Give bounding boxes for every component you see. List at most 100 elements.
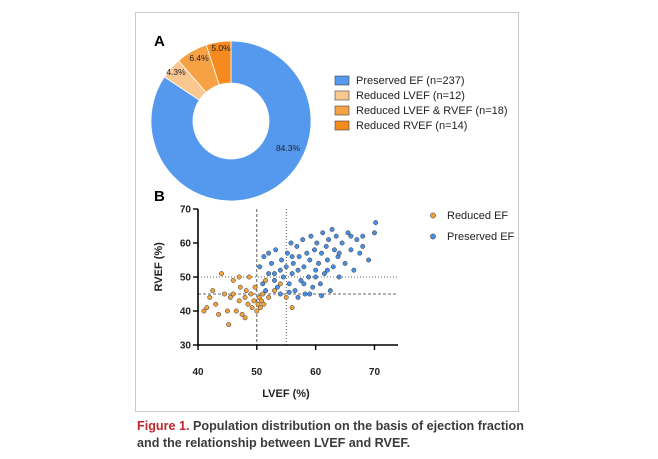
point-preserved-ef xyxy=(286,281,292,287)
point-reduced-ef xyxy=(263,277,269,283)
point-preserved-ef xyxy=(302,291,308,297)
point-reduced-ef xyxy=(207,294,213,300)
point-preserved-ef xyxy=(348,233,354,239)
point-preserved-ef xyxy=(354,237,360,243)
x-tick-label: 70 xyxy=(369,367,381,378)
point-preserved-ef xyxy=(373,220,379,226)
point-preserved-ef xyxy=(306,274,312,280)
point-preserved-ef xyxy=(257,264,263,270)
point-preserved-ef xyxy=(316,260,322,266)
point-preserved-ef xyxy=(301,281,307,287)
point-preserved-ef xyxy=(307,291,313,297)
point-preserved-ef xyxy=(360,243,366,249)
point-preserved-ef xyxy=(286,289,292,295)
y-tick-label: 30 xyxy=(180,341,192,352)
x-tick-label: 40 xyxy=(192,367,204,378)
point-reduced-ef xyxy=(219,271,224,277)
figure-panel: A 84.3% 4.3% 6.4% 5.0% Preserved EF (n=237)… xyxy=(135,12,519,412)
point-preserved-ef xyxy=(266,271,272,277)
point-reduced-ef xyxy=(230,277,236,283)
donut-slice-label: 4.3% xyxy=(166,67,186,77)
point-preserved-ef xyxy=(319,293,324,299)
point-preserved-ef xyxy=(345,230,351,236)
y-tick-label: 40 xyxy=(180,307,192,318)
point-preserved-ef xyxy=(292,288,298,294)
point-reduced-ef xyxy=(242,315,248,321)
point-reduced-ef xyxy=(289,305,295,311)
point-reduced-ef xyxy=(230,291,236,297)
point-preserved-ef xyxy=(261,254,267,260)
point-preserved-ef xyxy=(342,260,348,266)
legend-swatch xyxy=(334,120,350,131)
point-reduced-ef xyxy=(257,305,263,311)
point-preserved-ef xyxy=(332,247,337,253)
point-preserved-ef xyxy=(273,247,279,253)
point-reduced-ef xyxy=(233,308,239,314)
donut-slice xyxy=(205,40,232,86)
point-preserved-ef xyxy=(324,267,330,273)
caption-lead: Figure 1. xyxy=(137,419,190,433)
point-reduced-ef xyxy=(251,298,257,304)
point-preserved-ef xyxy=(326,237,332,243)
point-preserved-ef xyxy=(295,267,301,273)
y-tick-label: 70 xyxy=(180,205,192,216)
point-reduced-ef xyxy=(259,298,264,304)
point-preserved-ef xyxy=(290,260,296,266)
scatter-legend-marker xyxy=(430,212,436,219)
point-reduced-ef xyxy=(246,274,252,280)
point-preserved-ef xyxy=(263,288,269,294)
donut-slice xyxy=(150,40,312,202)
point-preserved-ef xyxy=(274,284,280,290)
point-preserved-ef xyxy=(313,274,319,280)
point-reduced-ef xyxy=(222,291,227,297)
point-preserved-ef xyxy=(307,257,313,263)
caption-text: Population distribution on the basis of … xyxy=(137,419,524,450)
legend-swatch xyxy=(334,90,350,101)
point-preserved-ef xyxy=(269,260,274,266)
point-preserved-ef xyxy=(329,226,335,232)
donut-chart: 84.3% 4.3%6.4%5.0% xyxy=(150,40,312,202)
point-preserved-ef xyxy=(324,257,330,263)
donut-slice-label: 6.4% xyxy=(189,53,209,63)
x-axis-title: LVEF (%) xyxy=(262,388,310,400)
point-reduced-ef xyxy=(204,305,210,311)
point-preserved-ef xyxy=(313,267,319,273)
scatter-legend-label: Reduced EF xyxy=(447,210,508,222)
donut-legend: Preserved EF (n=237) Reduced LVEF (n=12) R… xyxy=(334,75,508,132)
donut-slice-label: 84.3% xyxy=(276,143,301,153)
legend-swatch xyxy=(334,75,350,86)
point-preserved-ef xyxy=(319,250,324,256)
point-reduced-ef xyxy=(213,301,219,307)
point-reduced-ef xyxy=(248,291,254,297)
point-preserved-ef xyxy=(308,233,314,239)
point-preserved-ef xyxy=(298,277,304,283)
point-preserved-ef xyxy=(327,288,333,294)
y-tick-label: 50 xyxy=(180,273,192,284)
point-reduced-ef xyxy=(239,311,245,317)
point-preserved-ef xyxy=(333,233,339,239)
point-preserved-ef xyxy=(320,230,326,236)
point-preserved-ef xyxy=(317,281,323,287)
point-preserved-ef xyxy=(304,250,310,256)
point-reduced-ef xyxy=(260,291,266,297)
point-preserved-ef xyxy=(284,250,290,256)
point-preserved-ef xyxy=(360,233,366,239)
point-preserved-ef xyxy=(372,230,377,236)
scatter-chart: 30 40 50 60 70 40 50 60 70 LVEF (%) RVEF (%) Reduce… xyxy=(153,205,515,401)
point-preserved-ef xyxy=(366,257,372,263)
point-preserved-ef xyxy=(322,271,327,277)
point-preserved-ef xyxy=(288,240,294,246)
point-reduced-ef xyxy=(201,308,207,314)
point-preserved-ef xyxy=(336,274,342,280)
point-preserved-ef xyxy=(310,284,316,290)
point-preserved-ef xyxy=(289,254,295,260)
legend-label: Reduced RVEF (n=14) xyxy=(356,120,467,132)
point-preserved-ef xyxy=(357,250,363,256)
point-reduced-ef xyxy=(255,301,261,307)
point-reduced-ef xyxy=(224,308,230,314)
point-reduced-ef xyxy=(261,301,267,307)
point-reduced-ef xyxy=(237,284,243,290)
legend-label: Reduced LVEF (n=12) xyxy=(356,90,465,102)
point-reduced-ef xyxy=(266,294,272,300)
point-preserved-ef xyxy=(266,250,272,256)
